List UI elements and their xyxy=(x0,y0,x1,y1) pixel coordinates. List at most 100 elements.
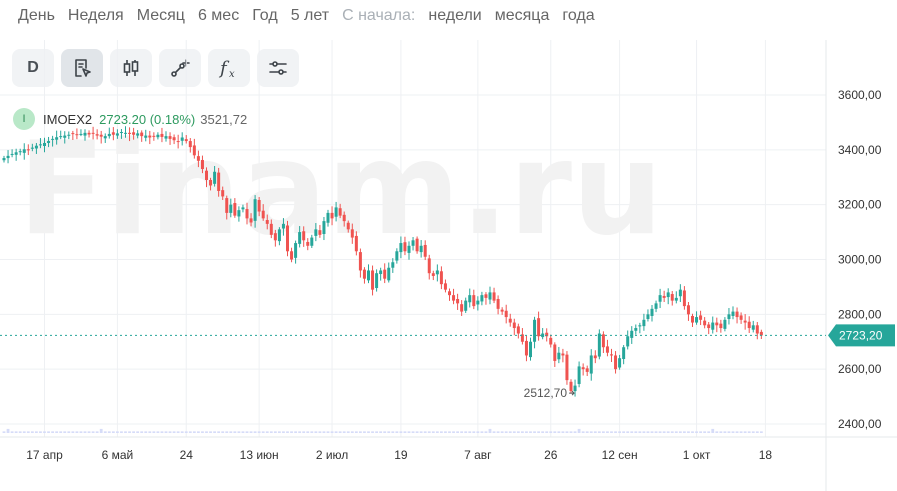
candle xyxy=(476,296,480,311)
candle xyxy=(533,316,537,349)
candle xyxy=(310,234,314,248)
volume-bar xyxy=(549,431,553,433)
candle xyxy=(484,292,488,305)
candle xyxy=(682,286,686,310)
last-price-label: 2723,20 xyxy=(839,328,883,342)
period-8[interactable]: месяца xyxy=(494,7,550,24)
candle xyxy=(622,345,626,365)
candle xyxy=(338,203,342,219)
candle xyxy=(686,301,690,321)
volume-bar xyxy=(597,431,601,433)
volume-bar xyxy=(577,428,581,433)
candle xyxy=(180,132,184,146)
candle xyxy=(261,204,265,221)
interval-button[interactable]: D xyxy=(12,49,54,87)
volume-bar xyxy=(755,431,759,433)
volume-bar xyxy=(476,431,480,433)
ticker-label[interactable]: IMOEX2 xyxy=(43,111,93,127)
volume-bar xyxy=(363,431,366,433)
volume-bar xyxy=(164,431,168,433)
volume-bar xyxy=(43,431,46,433)
comparison-value: 3521,72 xyxy=(200,111,248,127)
volume-bar xyxy=(666,431,670,433)
candle xyxy=(711,316,715,334)
volume-bar xyxy=(103,431,107,433)
x-tick-label: 12 сен xyxy=(602,448,638,462)
candle xyxy=(375,269,379,292)
period-4[interactable]: Год xyxy=(252,7,278,24)
period-9[interactable]: года xyxy=(562,7,595,24)
volume-bar xyxy=(723,431,727,433)
period-5[interactable]: 5 лет xyxy=(290,7,330,24)
candle xyxy=(520,328,524,345)
candle xyxy=(703,317,707,329)
volume-bar xyxy=(431,431,435,433)
candle xyxy=(51,135,55,147)
candle xyxy=(6,150,10,164)
volume-bar xyxy=(221,431,225,433)
candle xyxy=(217,167,221,197)
volume-bar xyxy=(695,431,698,433)
candle xyxy=(460,300,464,316)
volume-bar xyxy=(326,431,330,433)
volume-bar xyxy=(188,431,192,433)
volume-bar xyxy=(403,431,407,433)
period-3[interactable]: 6 мес xyxy=(197,7,240,24)
volume-bar xyxy=(233,431,237,433)
volume-bar xyxy=(209,431,212,433)
period-1[interactable]: Неделя xyxy=(67,7,124,24)
candle xyxy=(371,265,375,296)
candle xyxy=(95,129,99,140)
volume-bar xyxy=(731,431,735,433)
volume-bar xyxy=(342,431,346,433)
volume-bar xyxy=(715,431,719,433)
candle xyxy=(561,348,565,363)
period-7[interactable]: недели xyxy=(428,7,482,24)
volume-bar xyxy=(217,431,221,433)
volume-bar xyxy=(500,431,504,433)
volume-bar xyxy=(205,431,208,433)
drawing-tools-button[interactable] xyxy=(159,49,201,87)
candlestick-button[interactable] xyxy=(110,49,152,87)
candle xyxy=(695,311,699,325)
x-tick-label: 17 апр xyxy=(26,448,63,462)
indicator-select-button[interactable] xyxy=(61,49,103,87)
volume-bar xyxy=(650,431,654,433)
candle xyxy=(674,291,678,304)
volume-bar xyxy=(375,431,378,433)
volume-bar xyxy=(391,431,395,433)
last-price-line: 2723,20 xyxy=(0,324,895,347)
volume-bar xyxy=(156,431,160,433)
candle xyxy=(723,317,727,332)
volume-bar xyxy=(124,431,127,433)
period-2[interactable]: Месяц xyxy=(136,7,185,24)
volume-bar xyxy=(160,431,164,433)
chart-settings-button[interactable] xyxy=(257,49,299,87)
candle xyxy=(71,130,75,140)
volume-bar xyxy=(452,431,455,433)
candle xyxy=(136,130,140,139)
candle xyxy=(691,313,694,327)
candle xyxy=(715,317,719,333)
x-tick-label: 13 июн xyxy=(240,448,279,462)
candle xyxy=(658,288,662,309)
candle xyxy=(581,363,585,376)
candle xyxy=(630,326,634,344)
volume-bar xyxy=(662,431,666,433)
candle xyxy=(593,350,597,364)
candle xyxy=(209,177,213,191)
candles xyxy=(2,126,763,397)
volume-bar xyxy=(703,431,707,433)
volume-bar xyxy=(387,431,391,433)
candle xyxy=(229,198,233,218)
volume-bar xyxy=(464,431,468,433)
candle xyxy=(626,330,630,350)
candle xyxy=(610,348,613,363)
candle xyxy=(184,135,188,144)
functions-button[interactable]: f x xyxy=(208,49,250,87)
period-0[interactable]: День xyxy=(18,7,55,24)
volume-bar xyxy=(265,431,269,433)
candle xyxy=(577,361,581,388)
min-price-label: 2512,70 xyxy=(524,386,568,400)
candle xyxy=(597,329,601,360)
